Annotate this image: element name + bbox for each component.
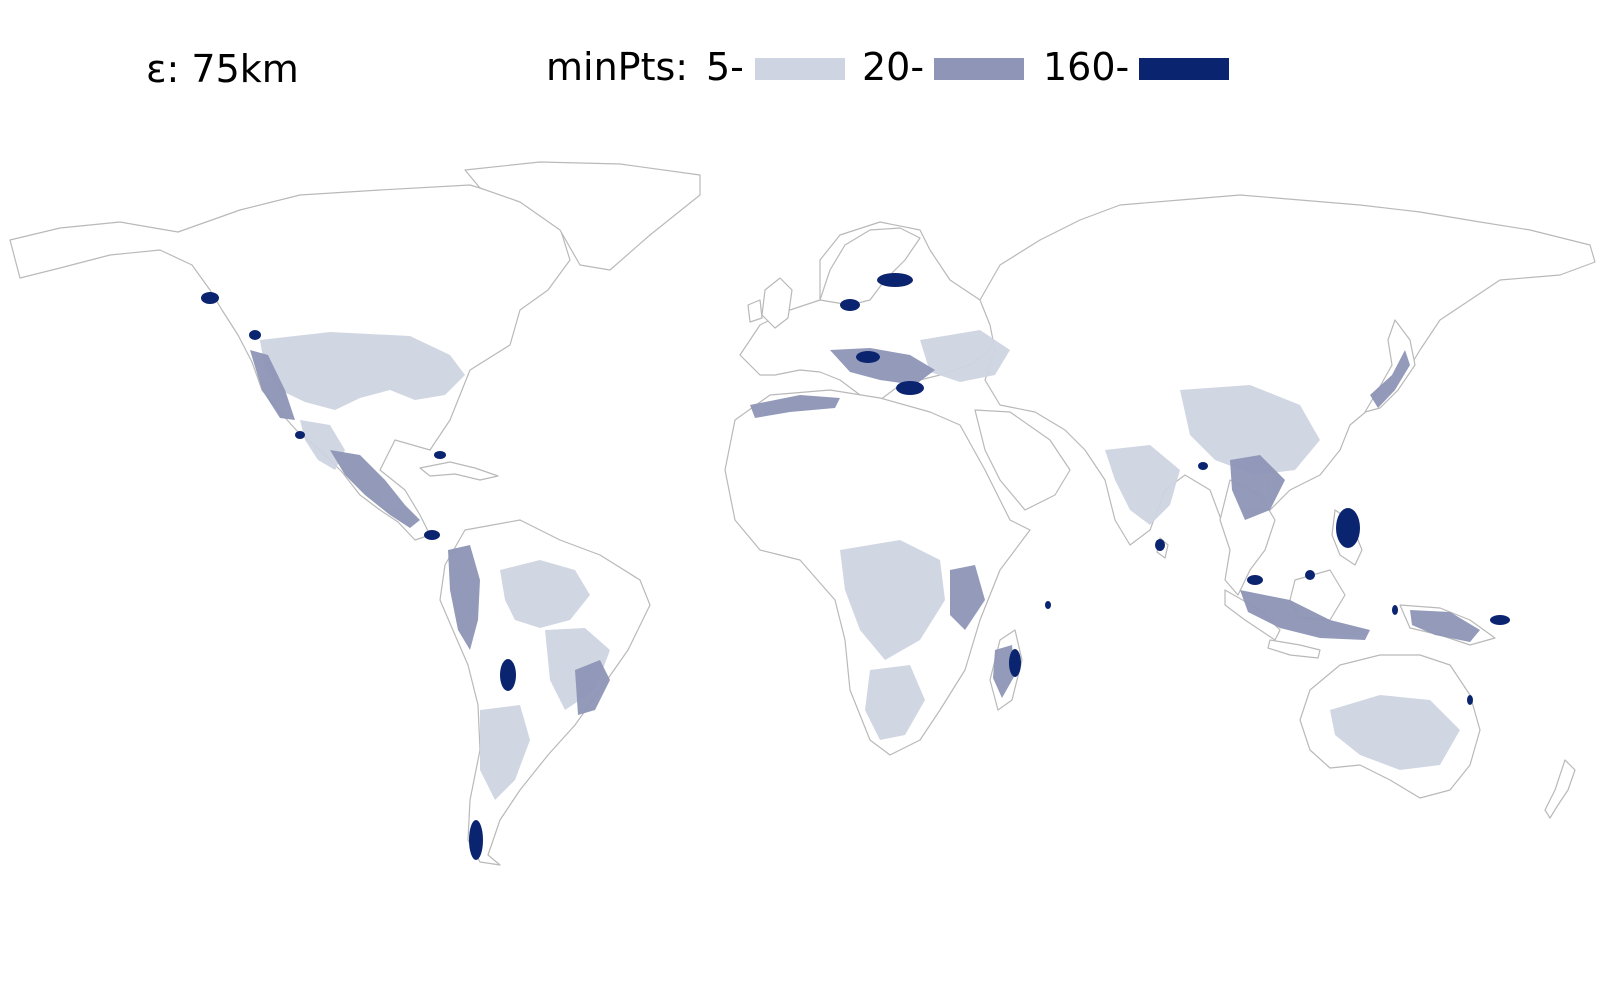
scandinavia-outline <box>819 227 921 306</box>
cluster-amazon <box>500 560 590 628</box>
cluster-philippines <box>1336 508 1360 548</box>
cluster-java <box>1247 575 1263 585</box>
arabia-outline <box>974 409 1071 511</box>
cluster-africa-south <box>865 665 925 740</box>
epsilon-label: ε: 75km <box>146 47 299 91</box>
cluster-banda <box>1392 605 1398 615</box>
cluster-mexico-interior <box>300 420 345 470</box>
cluster-cuba <box>434 451 446 459</box>
cluster-australia-east <box>1467 695 1473 705</box>
cluster-sri-lanka <box>1155 539 1165 551</box>
cluster-china <box>1180 385 1320 475</box>
cluster-central-america <box>330 450 420 528</box>
minpts-label: minPts: <box>546 45 689 89</box>
cluster-chile-south <box>469 820 483 860</box>
cluster-andes <box>448 545 480 650</box>
cluster-greece <box>896 381 924 395</box>
new-zealand-outline <box>1544 759 1576 819</box>
cluster-us-interior <box>260 332 465 410</box>
cluster-europe-east <box>920 330 1010 382</box>
cluster-indonesia <box>1240 590 1370 640</box>
cluster-bolivia <box>500 659 516 691</box>
cluster-southeast-asia <box>1230 455 1285 520</box>
cluster-east-africa <box>950 565 985 630</box>
caribbean-cuba-outline <box>419 461 499 481</box>
cluster-japan-coast <box>1370 350 1410 408</box>
cluster-scandinavia <box>877 273 913 287</box>
legend-level-20-label: 20- <box>862 45 925 89</box>
java-outline <box>1267 639 1321 659</box>
legend-swatch-160 <box>1139 58 1229 80</box>
cluster-bangladesh <box>1198 462 1208 470</box>
cluster-brazil-coast <box>575 660 610 715</box>
legend-swatch-20 <box>934 58 1024 80</box>
cluster-layer-20 <box>250 348 1480 715</box>
cluster-layer-5 <box>260 330 1460 800</box>
asia-outline <box>979 194 1596 546</box>
cluster-new-guinea <box>1410 610 1480 642</box>
legend-swatch-5 <box>755 58 845 80</box>
cluster-italy <box>856 351 880 363</box>
japan-outline <box>1364 319 1416 413</box>
cluster-madagascar-high <box>1009 649 1021 677</box>
cluster-mauritius <box>1045 601 1051 609</box>
world-map <box>9 161 1596 866</box>
legend-level-5-label: 5- <box>706 45 744 89</box>
cluster-australia-interior <box>1330 695 1460 770</box>
cluster-costa-rica <box>424 530 440 540</box>
uk-ireland-outline <box>747 277 793 329</box>
cluster-india <box>1105 445 1180 525</box>
cluster-us-west-coast <box>250 350 295 420</box>
cluster-germany <box>840 299 860 311</box>
cluster-borneo <box>1305 570 1315 580</box>
land-outlines <box>9 161 1596 866</box>
cluster-layer-160 <box>201 273 1510 860</box>
legend-header: ε: 75km minPts: 5- 20- 160- <box>0 0 1601 120</box>
cluster-mexico <box>295 431 305 439</box>
cluster-north-africa-coast <box>750 395 840 418</box>
cluster-alaska <box>201 292 219 304</box>
cluster-vancouver <box>249 330 261 340</box>
cluster-argentina <box>480 705 530 800</box>
greenland-outline <box>464 161 701 271</box>
cluster-solomons <box>1490 615 1510 625</box>
legend-level-160-label: 160- <box>1043 45 1130 89</box>
cluster-africa-interior <box>840 540 945 660</box>
